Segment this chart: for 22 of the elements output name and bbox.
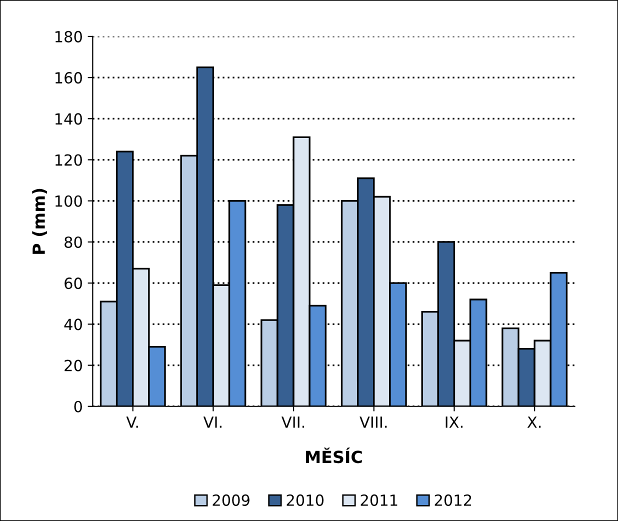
x-tick-label: V. — [126, 416, 138, 428]
x-tick-label: X. — [527, 416, 541, 428]
y-tick-label: 40 — [64, 318, 82, 330]
x-tick-label: IX. — [446, 416, 462, 428]
x-tick-label: VII. — [282, 416, 304, 428]
y-tick-label: 0 — [74, 400, 82, 412]
y-tick-label: 80 — [64, 236, 82, 248]
y-tick-label: 180 — [55, 30, 82, 42]
legend-label: 2009 — [212, 494, 250, 506]
legend-label: 2012 — [434, 494, 472, 506]
x-tick-label: VIII. — [360, 416, 387, 428]
y-tick-label: 20 — [64, 360, 82, 372]
y-tick-label: 140 — [55, 113, 82, 125]
legend-label: 2010 — [286, 494, 324, 506]
y-tick-label: 100 — [55, 195, 82, 207]
y-tick-label: 120 — [55, 154, 82, 166]
x-axis-title: MĚSÍC — [306, 448, 362, 464]
y-tick-label: 160 — [55, 72, 82, 84]
x-tick-label: VI. — [203, 416, 222, 428]
legend-label: 2011 — [360, 494, 398, 506]
y-tick-label: 60 — [64, 278, 82, 290]
y-axis-title: P (mm) — [32, 188, 47, 254]
